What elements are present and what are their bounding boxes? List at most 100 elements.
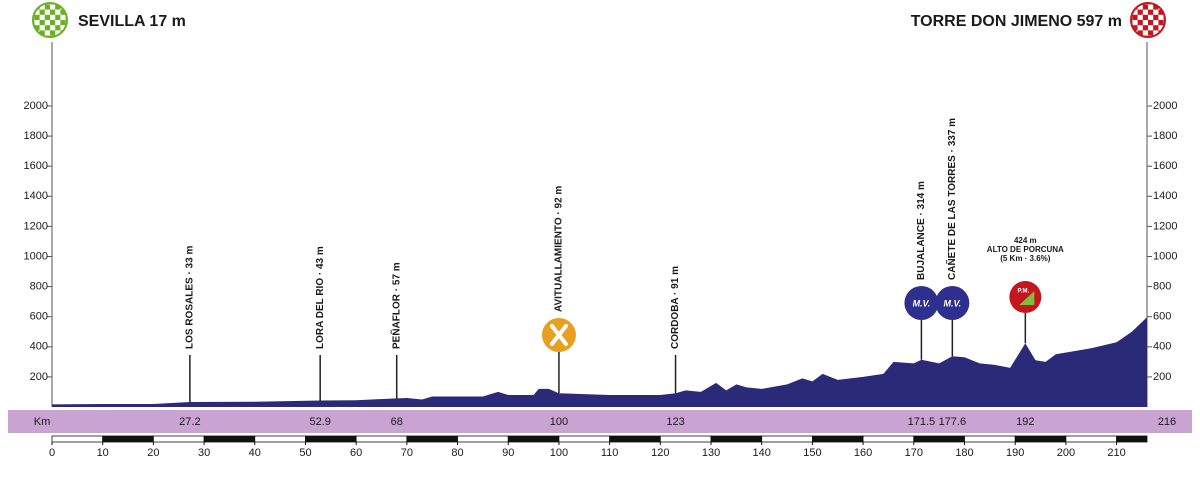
x-tick-label: 170 xyxy=(905,447,923,459)
flag-square xyxy=(44,14,50,20)
y-tick-label: 1800 xyxy=(24,130,48,142)
climb-label: (5 Km · 3.6%) xyxy=(1000,254,1051,263)
scale-segment xyxy=(1065,435,1117,443)
x-tick-label: 0 xyxy=(49,447,55,459)
flag-square xyxy=(1153,4,1159,10)
flag-icon xyxy=(33,3,67,37)
flag-square xyxy=(44,25,50,31)
waypoint-label: CORDOBA · 91 m xyxy=(670,266,681,349)
waypoint-label: BUJALANCE · 314 m xyxy=(916,181,927,280)
flag-square xyxy=(1137,20,1143,26)
waypoint-label: LORA DEL RIO · 43 m xyxy=(315,246,326,349)
flag-square xyxy=(1163,4,1165,10)
waypoint-km: 68 xyxy=(391,416,403,428)
scale-segment xyxy=(203,435,256,443)
y-tick-label: 1600 xyxy=(1153,160,1177,172)
y-tick-label: 1000 xyxy=(1153,250,1177,262)
scale-segment xyxy=(558,435,611,443)
elevation-area xyxy=(52,317,1147,407)
flag-square xyxy=(60,9,66,15)
x-tick-label: 70 xyxy=(401,447,413,459)
waypoint-label: AVITUALLAMIENTO · 92 m xyxy=(554,186,565,312)
flag-square xyxy=(39,20,45,26)
flag-square xyxy=(1132,35,1138,37)
badge xyxy=(935,286,970,320)
flag-square xyxy=(1148,30,1154,36)
start-label: SEVILLA 17 m xyxy=(78,13,186,30)
x-tick-label: 180 xyxy=(955,447,973,459)
waypoint-km: 52.9 xyxy=(309,416,330,428)
x-tick-label: 50 xyxy=(299,447,311,459)
flag-square xyxy=(1158,9,1164,15)
km-end-label: 216 xyxy=(1158,416,1176,428)
x-tick-label: 90 xyxy=(502,447,514,459)
waypoint-label: PEÑAFLOR · 57 m xyxy=(389,262,402,349)
flag-square xyxy=(1153,14,1159,20)
y-tick-label: 1800 xyxy=(1153,130,1177,142)
flag-square xyxy=(1131,30,1133,36)
flag-square xyxy=(60,20,66,26)
scale-segment xyxy=(964,435,1016,443)
climb-label: 424 m xyxy=(1014,236,1037,245)
scale-segment xyxy=(1116,435,1148,443)
flag-square xyxy=(1148,9,1154,15)
y-tick-label: 1400 xyxy=(24,190,48,202)
km-band xyxy=(8,410,1192,433)
flag-square xyxy=(60,3,66,5)
scale-segment xyxy=(102,435,154,443)
waypoint-km: 27.2 xyxy=(179,416,200,428)
scale-segment xyxy=(1014,435,1067,443)
y-tick-label: 800 xyxy=(1153,281,1171,293)
finish-label: TORRE DON JIMENO 597 m xyxy=(911,13,1122,30)
y-tick-label: 2000 xyxy=(1153,100,1177,112)
flag-square xyxy=(34,35,40,37)
scale-segment xyxy=(659,435,712,443)
y-tick-label: 1200 xyxy=(24,220,48,232)
flag-square xyxy=(1153,25,1159,31)
waypoint-km: 177.6 xyxy=(939,416,967,428)
scale-segment xyxy=(609,435,661,443)
flag-square xyxy=(1158,3,1164,5)
y-tick-label: 1600 xyxy=(24,160,48,172)
badge-text: P.M. xyxy=(1018,289,1030,295)
waypoint-km: 100 xyxy=(550,416,568,428)
x-tick-label: 40 xyxy=(249,447,261,459)
x-tick-label: 140 xyxy=(753,447,771,459)
y-tick-label: 1400 xyxy=(1153,190,1177,202)
x-tick-label: 130 xyxy=(702,447,720,459)
x-tick-label: 100 xyxy=(550,447,568,459)
scale-segment xyxy=(862,435,915,443)
y-tick-label: 600 xyxy=(30,311,48,323)
scale-segment xyxy=(710,435,763,443)
flag-square xyxy=(1131,3,1133,5)
flag-square xyxy=(1163,35,1165,37)
flag-square xyxy=(1142,14,1148,20)
climb-label: ALTO DE PORCUNA xyxy=(987,245,1064,254)
y-tick-label: 200 xyxy=(30,371,48,383)
scale-segment xyxy=(913,435,965,443)
flag-square xyxy=(33,3,35,5)
flag-square xyxy=(1132,25,1138,31)
badge-text: M.V. xyxy=(943,298,961,308)
waypoint-label: CAÑETE DE LAS TORRES · 337 m xyxy=(945,118,958,280)
waypoint-km: 123 xyxy=(666,416,684,428)
x-tick-label: 110 xyxy=(601,447,619,459)
flag-square xyxy=(39,30,45,36)
flag-square xyxy=(50,30,56,36)
flag-square xyxy=(65,4,67,10)
x-tick-label: 60 xyxy=(350,447,362,459)
flag-square xyxy=(1142,4,1148,10)
x-tick-label: 30 xyxy=(198,447,210,459)
waypoint-km: 192 xyxy=(1016,416,1034,428)
scale-segment xyxy=(507,435,560,443)
y-tick-label: 800 xyxy=(30,281,48,293)
x-tick-label: 150 xyxy=(803,447,821,459)
scale-segment xyxy=(355,435,408,443)
flag-square xyxy=(55,4,61,10)
y-tick-label: 1200 xyxy=(1153,220,1177,232)
waypoint-label: LOS ROSALES · 33 m xyxy=(185,246,196,349)
badge xyxy=(1009,281,1042,313)
scale-segment xyxy=(254,435,306,443)
km-band-label: Km xyxy=(34,416,51,428)
scale-segment xyxy=(51,435,104,443)
